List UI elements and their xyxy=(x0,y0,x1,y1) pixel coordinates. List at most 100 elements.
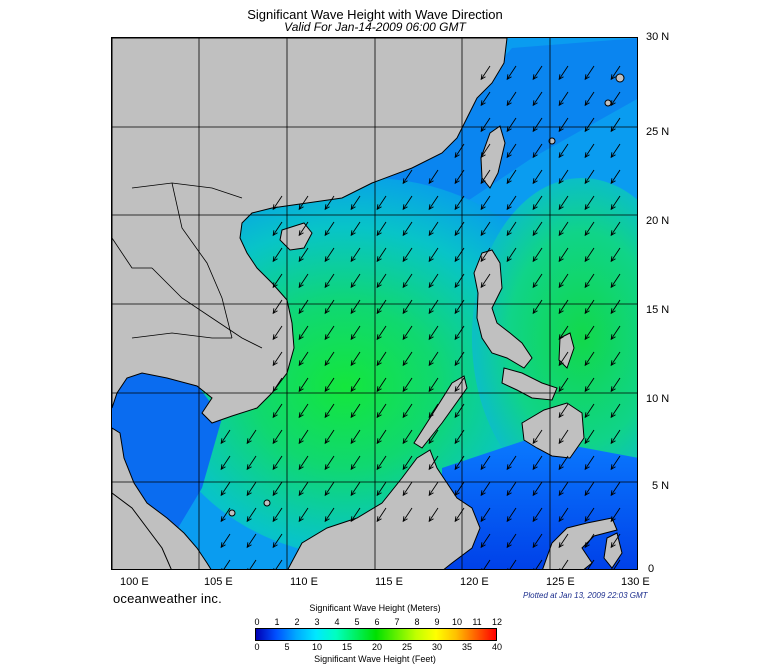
wave-arrow xyxy=(376,351,387,366)
colorbar-feet-tick: 5 xyxy=(284,642,290,652)
wave-arrow-head xyxy=(428,412,434,419)
wave-arrow xyxy=(428,429,439,444)
colorbar-meter-tick: 12 xyxy=(491,617,503,627)
wave-arrow-head xyxy=(402,490,408,497)
wave-arrow xyxy=(324,221,335,236)
wave-arrow-head xyxy=(324,438,330,445)
wave-arrow xyxy=(480,507,491,522)
wave-arrow xyxy=(584,117,595,132)
wave-arrow xyxy=(272,195,283,210)
colorbar-meter-tick: 8 xyxy=(414,617,420,627)
wave-arrow xyxy=(298,195,309,210)
wave-arrow xyxy=(506,195,517,210)
wave-arrow xyxy=(402,195,413,210)
wave-arrow-head xyxy=(532,490,538,497)
wave-arrow xyxy=(532,247,543,262)
wave-arrow xyxy=(350,455,361,470)
colorbar-meter-tick: 5 xyxy=(354,617,360,627)
wave-arrow-head xyxy=(610,74,616,81)
wave-arrow xyxy=(402,299,413,314)
wave-arrow-head xyxy=(324,256,330,263)
wave-arrow xyxy=(220,533,231,548)
wave-arrow xyxy=(454,377,465,392)
wave-arrow xyxy=(220,455,231,470)
wave-arrow xyxy=(558,143,569,158)
wave-arrow-head xyxy=(376,204,382,211)
wave-arrow-head xyxy=(532,282,538,289)
wave-arrow xyxy=(298,481,309,496)
wave-arrow xyxy=(402,247,413,262)
wave-arrow-head xyxy=(610,490,616,497)
wave-arrow xyxy=(272,403,283,418)
wave-arrow-head xyxy=(480,256,486,263)
wave-arrow-head xyxy=(324,412,330,419)
wave-arrow xyxy=(246,455,257,470)
wave-arrow xyxy=(428,169,439,184)
wave-arrow-head xyxy=(558,204,564,211)
wave-arrow xyxy=(298,221,309,236)
wave-arrow xyxy=(376,429,387,444)
wave-arrow xyxy=(272,247,283,262)
wave-arrow xyxy=(558,403,569,418)
wave-arrow xyxy=(428,377,439,392)
lon-label-125e: 125 E xyxy=(546,576,575,588)
wave-arrow xyxy=(610,273,621,288)
wave-arrow xyxy=(350,195,361,210)
wave-arrow xyxy=(480,117,491,132)
wave-arrow-head xyxy=(428,490,434,497)
wave-arrow xyxy=(532,143,543,158)
wave-arrow xyxy=(558,325,569,340)
wave-arrow-head xyxy=(506,204,512,211)
wave-arrow-head xyxy=(558,256,564,263)
colorbar-meter-tick: 2 xyxy=(294,617,300,627)
wave-arrow xyxy=(272,481,283,496)
wave-arrow-head xyxy=(532,152,538,159)
wave-arrow xyxy=(223,559,231,569)
wave-arrow xyxy=(584,299,595,314)
wave-arrow xyxy=(584,65,595,80)
wave-arrow xyxy=(532,117,543,132)
wave-arrow xyxy=(298,377,309,392)
wave-arrow-head xyxy=(272,308,278,315)
wave-arrow xyxy=(532,221,543,236)
wave-arrow xyxy=(610,247,621,262)
wave-arrow-head xyxy=(428,178,434,185)
colorbar-meter-tick: 9 xyxy=(434,617,440,627)
wave-arrow xyxy=(272,455,283,470)
sulawesi-island xyxy=(542,517,618,569)
wave-arrow-head xyxy=(350,386,356,393)
wave-arrow xyxy=(272,325,283,340)
wave-arrow-head xyxy=(584,490,590,497)
lat-label-15n: 15 N xyxy=(646,304,670,316)
wave-arrow xyxy=(454,143,465,158)
wave-arrow xyxy=(272,429,283,444)
wave-arrow-head xyxy=(454,464,460,471)
wave-arrow-head xyxy=(350,256,356,263)
wave-arrow-head xyxy=(584,438,590,445)
lon-label-110e: 110 E xyxy=(290,576,318,588)
wave-arrow xyxy=(610,169,621,184)
wave-arrow xyxy=(483,559,491,569)
wave-arrow xyxy=(584,221,595,236)
wave-arrow-head xyxy=(324,230,330,237)
wave-arrow xyxy=(454,481,465,496)
colorbar-meter-tick: 7 xyxy=(394,617,400,627)
wave-arrow xyxy=(376,273,387,288)
lat-label-0: 0 xyxy=(648,563,655,575)
wave-arrow-head xyxy=(532,230,538,237)
wave-arrow-head xyxy=(376,516,382,523)
wave-arrow xyxy=(428,455,439,470)
wave-arrow-head xyxy=(506,100,512,107)
wave-arrow-head xyxy=(454,152,460,159)
wave-arrow xyxy=(480,143,491,158)
wave-arrow xyxy=(454,247,465,262)
wave-arrow xyxy=(558,351,569,366)
wave-arrow-head xyxy=(428,360,434,367)
wave-arrow xyxy=(246,533,257,548)
wave-arrow-head xyxy=(480,204,486,211)
wave-arrow-head xyxy=(246,464,252,471)
colorbar-meter-tick: 6 xyxy=(374,617,380,627)
wave-arrow xyxy=(272,377,283,392)
colorbar-feet-tick: 0 xyxy=(254,642,260,652)
wave-arrow xyxy=(610,377,621,392)
